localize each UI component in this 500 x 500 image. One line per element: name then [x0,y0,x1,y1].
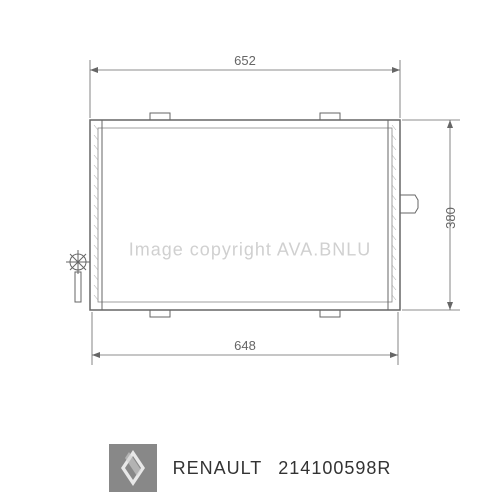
dim-bottom-label: 648 [234,338,256,353]
top-tab-left [150,113,170,120]
bottom-tab-left [150,310,170,317]
bottom-tab-right [320,310,340,317]
product-info: RENAULT 214100598R [0,444,500,492]
radiator-outline [90,120,400,310]
top-tab-right [320,113,340,120]
left-tank [90,120,102,310]
technical-diagram: 652 648 380 Image copyright AVA.BNLU [0,0,500,500]
right-tank [388,120,400,310]
brand-name: RENAULT [173,458,263,479]
right-outlet [400,195,418,213]
left-fitting [66,250,90,302]
dim-right-label: 380 [443,207,458,229]
renault-logo-icon [109,444,157,492]
dimension-bottom: 648 [92,312,398,365]
dim-top-label: 652 [234,53,256,68]
part-number: 214100598R [278,458,391,479]
dimension-top: 652 [90,53,400,118]
dimension-right: 380 [402,120,460,310]
radiator-inner [98,128,392,302]
